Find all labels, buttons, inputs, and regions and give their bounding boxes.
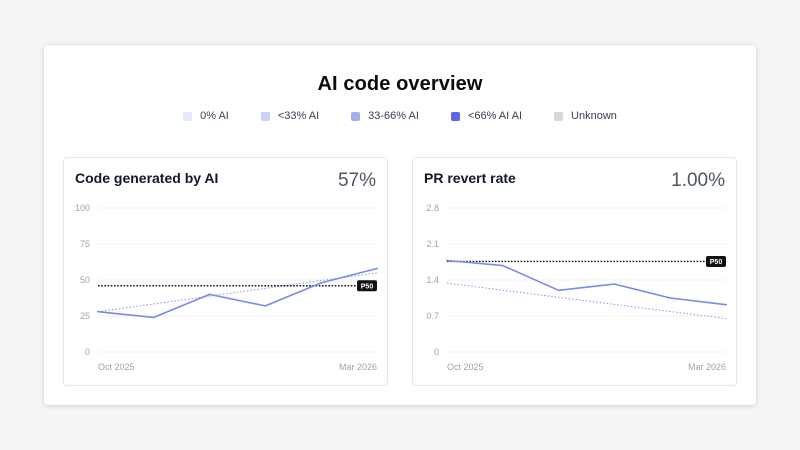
legend-item-0[interactable]: 0% AI xyxy=(183,110,229,122)
p50-label: P50 xyxy=(361,283,374,290)
data-point xyxy=(208,293,211,296)
p50-badge xyxy=(357,280,377,292)
y-tick-label: 1.4 xyxy=(426,275,439,285)
y-tick-label: 50 xyxy=(80,275,90,285)
data-point xyxy=(725,303,727,306)
series-line xyxy=(446,259,727,306)
x-tick-label: Mar 2026 xyxy=(339,362,377,372)
legend-label: <66% AI AI xyxy=(467,110,523,122)
data-point xyxy=(320,281,323,284)
data-point xyxy=(669,297,672,299)
legend-swatch xyxy=(351,111,361,121)
page-title: AI code overview xyxy=(317,73,483,95)
y-tick-label: 0.7 xyxy=(426,311,439,321)
code-ai-chart: 100 75 50 25 0 Oct 2025 Mar 2026 P50 xyxy=(75,203,378,372)
legend-label: <33% AI xyxy=(277,110,320,122)
card-value: 1.00% xyxy=(671,170,725,191)
legend-label: 33-66% AI xyxy=(368,110,419,122)
y-tick-label: 0 xyxy=(85,347,90,357)
legend-swatch xyxy=(260,111,270,121)
legend-item-1[interactable]: <33% AI xyxy=(260,110,320,122)
legend-item-4[interactable]: Unknown xyxy=(554,110,617,122)
y-tick-label: 25 xyxy=(80,311,90,321)
card-title: Code generated by AI xyxy=(75,170,219,186)
legend-swatch xyxy=(554,111,564,121)
legend-swatch xyxy=(450,111,460,121)
overview-panel: AI code overview 0% AI <33% AI 33-66% AI… xyxy=(44,45,756,405)
card-value: 57% xyxy=(337,170,376,191)
data-point xyxy=(97,310,99,313)
data-point xyxy=(613,283,616,286)
legend-swatch xyxy=(183,111,193,121)
legend-label: Unknown xyxy=(571,110,617,122)
y-tick-label: 75 xyxy=(80,239,90,249)
x-tick-label: Mar 2026 xyxy=(688,362,726,372)
data-point xyxy=(376,267,378,270)
y-tick-label: 100 xyxy=(75,203,90,213)
trend-line xyxy=(446,282,727,320)
y-tick-label: 0 xyxy=(434,347,439,357)
y-tick-label: 2.8 xyxy=(426,203,439,213)
y-tick-label: 2.1 xyxy=(426,239,439,249)
x-tick-label: Oct 2025 xyxy=(98,362,135,372)
data-point xyxy=(264,305,267,307)
legend-item-2[interactable]: 33-66% AI xyxy=(351,110,419,122)
data-point xyxy=(501,264,504,267)
legend-item-3[interactable]: <66% AI AI xyxy=(450,110,523,122)
revert-rate-card[interactable]: PR revert rate 1.00% 2.8 2.1 1.4 0.7 0 Oct 20… xyxy=(412,157,737,386)
trend-line xyxy=(97,272,378,313)
x-tick-label: Oct 2025 xyxy=(447,362,484,372)
legend-label: 0% AI xyxy=(200,110,229,122)
data-point xyxy=(446,259,448,262)
series-line xyxy=(97,267,378,319)
p50-badge xyxy=(706,255,726,267)
card-title: PR revert rate xyxy=(424,170,516,186)
revert-rate-chart: 2.8 2.1 1.4 0.7 0 Oct 2025 Mar 2026 P50 xyxy=(426,203,727,372)
code-ai-card[interactable]: Code generated by AI 57% 100 75 50 25 0 Oct 2… xyxy=(63,157,388,386)
data-point xyxy=(152,316,155,319)
legend: 0% AI <33% AI 33-66% AI <66% AI AI Unkno… xyxy=(44,110,756,122)
data-point xyxy=(557,289,560,292)
p50-label: P50 xyxy=(710,259,723,266)
